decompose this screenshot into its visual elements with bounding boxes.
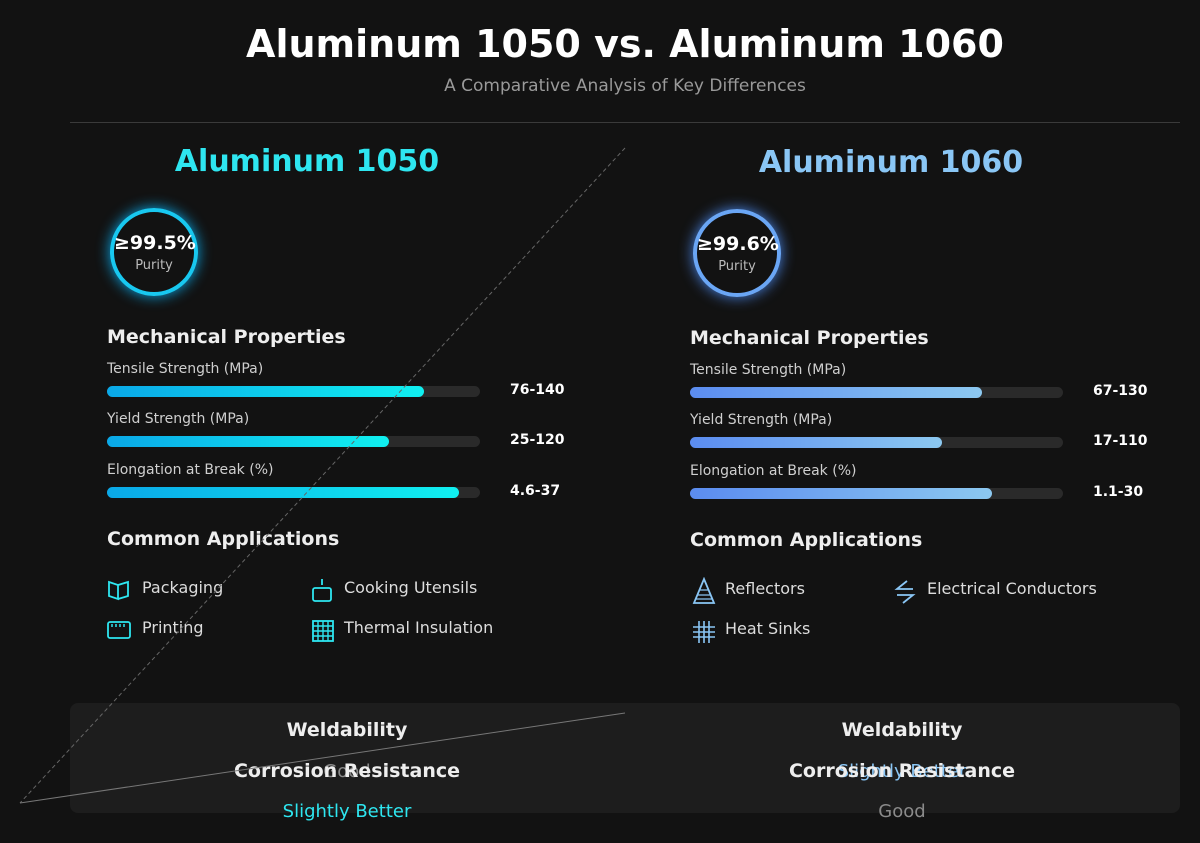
property-label: Tensile Strength (MPa) <box>690 362 847 378</box>
section-title: Common Applications <box>107 528 340 550</box>
purity-ring: ≥99.5% Purity <box>110 208 198 296</box>
comparison-property: Weldability <box>286 719 408 741</box>
section-title: Common Applications <box>690 529 923 551</box>
title: Aluminum 1050 vs. Aluminum 1060 <box>246 22 1004 66</box>
comparison-value: Good <box>878 801 926 822</box>
property-label: Yield Strength (MPa) <box>107 411 250 427</box>
icon <box>312 620 334 642</box>
column-title: Aluminum 1050 <box>174 144 440 179</box>
subtitle: A Comparative Analysis of Key Difference… <box>444 76 806 96</box>
bar-track <box>107 487 480 498</box>
bar-track <box>690 437 1063 448</box>
bar-track <box>107 386 480 397</box>
application: Cooking Utensils <box>344 578 478 597</box>
bar-fill <box>107 436 389 447</box>
bar-track <box>690 488 1063 499</box>
bar-track <box>690 387 1063 398</box>
bar-fill <box>690 387 982 398</box>
section-title: Mechanical Properties <box>690 327 929 349</box>
icon <box>107 621 131 639</box>
application: Thermal Insulation <box>344 618 494 637</box>
property-value: 1.1-30 <box>1093 484 1144 500</box>
property-value: 67-130 <box>1093 383 1148 399</box>
property-label: Yield Strength (MPa) <box>690 412 833 428</box>
purity-value: ≥99.5% <box>114 232 196 254</box>
property-value: 17-110 <box>1093 433 1148 449</box>
application: Printing <box>142 618 204 637</box>
property-label: Elongation at Break (%) <box>690 463 857 479</box>
property-value: 25-120 <box>510 432 565 448</box>
application: Reflectors <box>725 579 805 598</box>
icon <box>894 580 916 604</box>
comparison-property: Corrosion Resistance <box>233 760 461 782</box>
comparison-property: Weldability <box>841 719 963 741</box>
application: Heat Sinks <box>725 619 811 638</box>
comparison-value: Slightly Better <box>837 761 967 782</box>
property-value: 4.6-37 <box>510 483 561 499</box>
bar-fill <box>690 488 992 499</box>
bar-fill <box>107 386 424 397</box>
bar-fill <box>690 437 942 448</box>
icon <box>108 580 129 601</box>
purity-label: Purity <box>135 258 173 273</box>
icon <box>692 577 716 604</box>
column-title: Aluminum 1060 <box>758 145 1024 180</box>
purity-label: Purity <box>718 259 756 274</box>
property-value: 76-140 <box>510 382 565 398</box>
purity-value: ≥99.6% <box>697 233 779 255</box>
section-title: Mechanical Properties <box>107 326 346 348</box>
comparison-value: Slightly Better <box>282 801 412 822</box>
purity-ring: ≥99.6% Purity <box>693 209 781 297</box>
property-label: Elongation at Break (%) <box>107 462 274 478</box>
divider <box>70 122 1180 123</box>
application: Electrical Conductors <box>927 579 1097 598</box>
icon <box>312 579 332 602</box>
bar-track <box>107 436 480 447</box>
icon <box>693 621 715 643</box>
comparison-property: Corrosion Resistance <box>788 760 1016 782</box>
property-label: Tensile Strength (MPa) <box>107 361 264 377</box>
bar-fill <box>107 487 459 498</box>
application: Packaging <box>142 578 224 597</box>
